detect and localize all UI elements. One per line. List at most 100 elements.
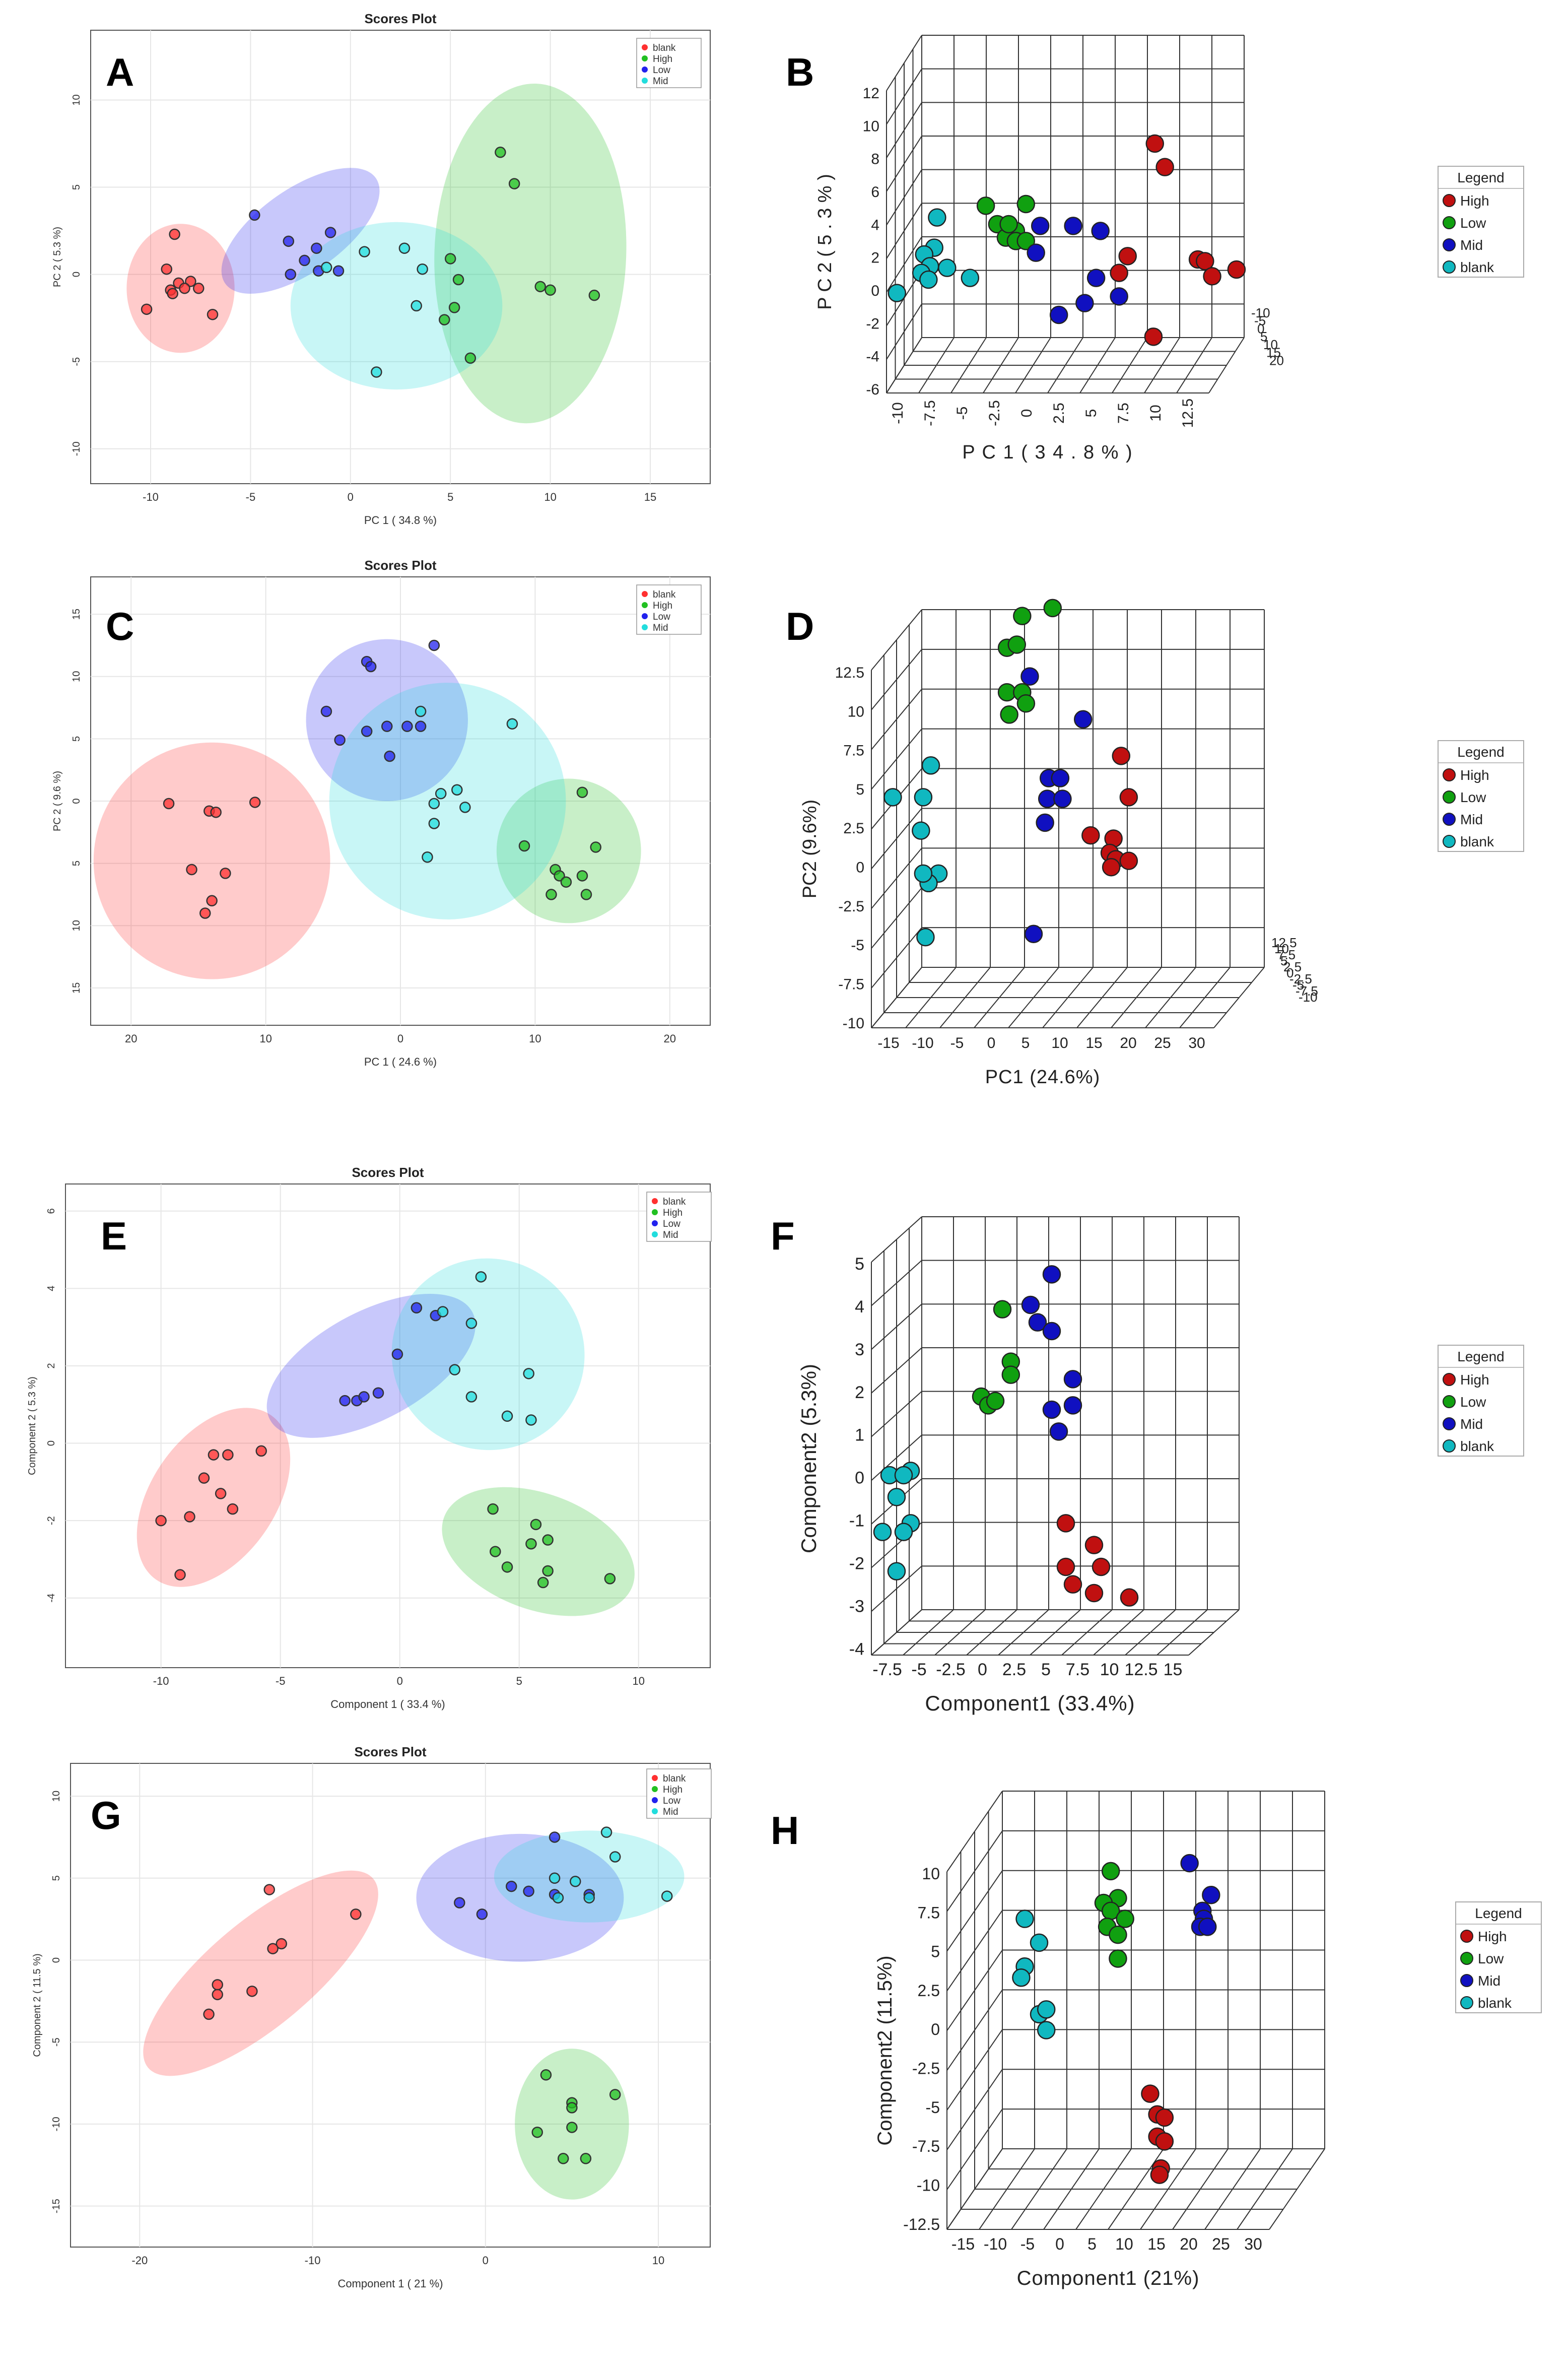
y-tick-label: 10 [922,1865,940,1883]
z-tick-label: -2.5 [1289,971,1312,986]
legend-marker-low [642,67,648,73]
y-tick-label: 5 [71,736,82,742]
point-blank [222,1449,234,1461]
x-tick-label: -10 [153,1675,169,1687]
point-mid [1031,217,1050,235]
ellipse-blank [143,1870,378,2076]
point-low [283,235,295,247]
x-tick-label: 5 [1083,409,1100,418]
point-high [1155,2108,1174,2127]
plot-frame [70,1763,711,2248]
grid-line [979,2148,1035,2230]
panel-letter: F [771,1214,795,1258]
legend-marker-high [1443,194,1456,207]
point-high [444,253,456,265]
point-high [566,2102,578,2114]
grid-line [1079,337,1116,393]
point-high [560,876,572,888]
point-blank [887,1562,906,1580]
y-tick-label: 2 [46,1363,57,1368]
y-tick-label: -10 [917,2176,940,2194]
legend-label-blank: blank [1478,1995,1512,2011]
point-mid [1202,1885,1220,1904]
panel-D: -15 -10 -5 0 5 10 15 20 25 3012.5107.552.50-2.5-5… [786,599,1524,1088]
point-low [1101,1862,1120,1881]
y-tick-label: 6 [871,184,879,201]
x-tick-label: 15 [1164,1660,1183,1679]
legend-marker-high [1443,768,1456,781]
z-tick-label: 10 [1274,941,1289,956]
point-mid [1042,1265,1061,1284]
legend-marker-low [1443,790,1456,804]
point-mid [1091,222,1110,240]
point-blank [894,1523,913,1541]
x-tick-label: -7.5 [922,400,938,426]
point-blank [167,288,178,299]
z-tick-label: -10 [1299,990,1318,1005]
grid-line [1145,967,1196,1028]
point-blank [263,1884,275,1895]
x-tick-label: 10 [1051,1035,1068,1051]
point-blank [350,1908,362,1920]
x-tick-label: 7.5 [1066,1660,1089,1679]
legend-label-mid: Mid [1460,812,1483,827]
y-tick-label: 5 [856,781,864,798]
ellipse-mid [329,683,566,919]
point-low [285,269,297,280]
point-mid [1021,1295,1040,1314]
point-blank [184,1511,195,1523]
x-tick-label: -5 [911,1660,926,1679]
point-low [358,1391,370,1403]
plot-frame [90,30,711,484]
legend-label-blank: blank [1460,1438,1494,1454]
grid-line [1047,337,1083,393]
point-mid [459,802,471,813]
x-tick-label: -5 [950,1035,964,1051]
point-high [1084,1584,1104,1603]
legend-marker-blank [642,591,648,597]
point-blank [212,1989,224,2001]
legend-marker-blank [1443,260,1456,274]
legend-marker-low [1443,216,1456,229]
y-tick-label: 6 [46,1208,57,1214]
point-mid [1038,789,1057,808]
point-mid [417,263,428,275]
point-blank [916,928,935,947]
y-tick-label: -10 [51,2117,62,2131]
point-low [549,1831,561,1843]
grid-line [1140,2148,1196,2230]
x-tick-label: -7.5 [872,1660,902,1679]
point-blank [249,797,261,808]
point-blank [141,303,153,315]
y-tick-label: -4 [849,1639,864,1659]
legend-label-low: Low [1460,789,1486,805]
grid-line [1043,2148,1100,2230]
y-tick-label: -2 [849,1554,864,1573]
grid-line [998,1609,1049,1656]
legend-marker-mid [1443,813,1456,826]
y-tick-label: 0 [51,1957,62,1963]
legend: Legend High Low Mid blank [1438,1345,1524,1457]
point-blank [887,1488,906,1506]
x-axis-label: PC 1 ( 34.8 %) [364,514,437,526]
x-tick-label: 10 [529,1032,541,1045]
point-mid [320,261,332,274]
point-blank [206,895,218,907]
point-high [609,2089,621,2100]
legend-marker-high [642,602,648,608]
point-low [993,1300,1012,1319]
point-high [518,840,530,852]
z-tick-label: 15 [1266,345,1281,360]
legend-label-low: Low [1460,215,1486,231]
legend-label-mid: Mid [663,1807,678,1817]
x-axis-label: PC1 (24.6%) [985,1067,1101,1088]
point-low [454,1897,465,1908]
point-low [1016,694,1036,713]
point-blank [246,1986,258,1997]
point-low [372,1387,384,1399]
point-high [1084,1536,1104,1554]
point-low [1016,194,1036,214]
ellipse-high [434,83,627,424]
legend: Legend High Low Mid blank [1438,740,1524,852]
